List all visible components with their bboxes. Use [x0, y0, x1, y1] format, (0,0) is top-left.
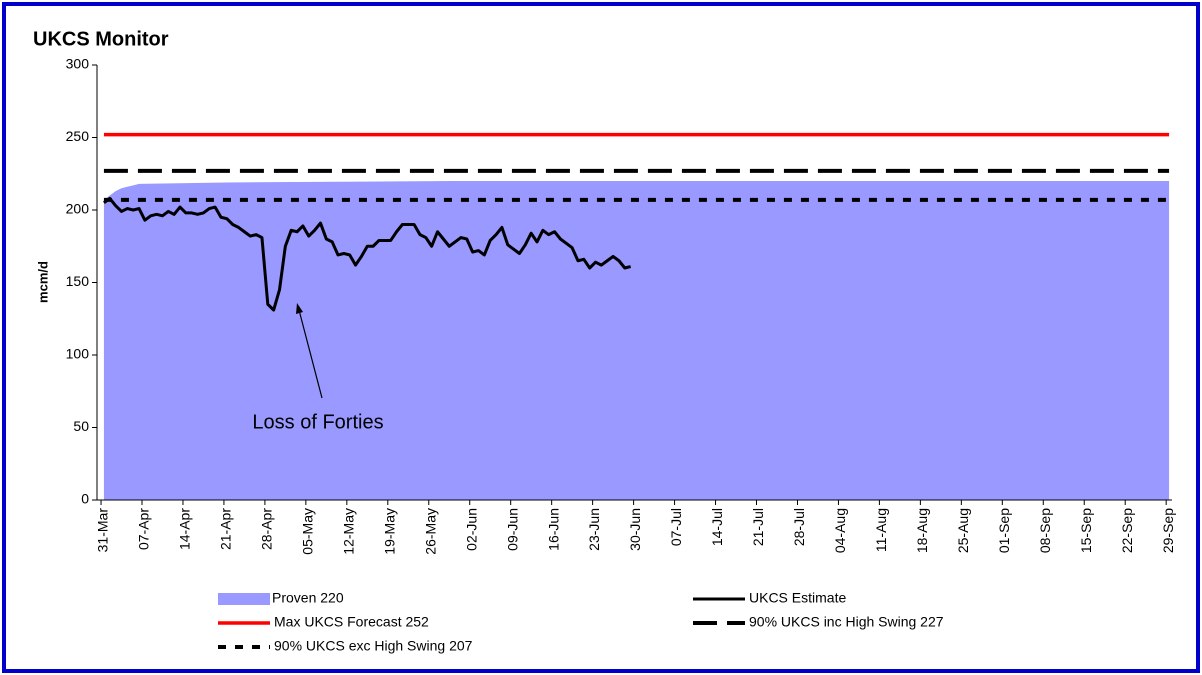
x-tick-label: 15-Sep: [1078, 508, 1094, 553]
x-tick-label: 14-Jul: [709, 508, 725, 546]
legend-label: Proven 220: [272, 590, 344, 606]
x-tick-label: 16-Jun: [545, 508, 561, 551]
x-tick-label: 30-Jun: [627, 508, 643, 551]
x-tick-label: 18-Aug: [914, 508, 930, 553]
x-tick-label: 11-Aug: [873, 508, 889, 552]
x-tick-label: 31-Mar: [95, 508, 111, 553]
y-tick-label: 0: [81, 491, 89, 507]
y-tick-label: 200: [66, 201, 90, 217]
x-tick-label: 05-May: [299, 508, 315, 555]
legend-label: 90% UKCS inc High Swing 227: [749, 614, 944, 630]
chart-title: UKCS Monitor: [33, 28, 169, 50]
x-tick-label: 25-Aug: [955, 508, 971, 553]
x-tick-label: 28-Apr: [258, 508, 274, 550]
area: [103, 181, 1170, 500]
x-tick-label: 26-May: [422, 508, 438, 555]
arrow-head: [296, 303, 303, 314]
legend-label: Max UKCS Forecast 252: [274, 614, 429, 630]
x-tick-label: 14-Apr: [177, 508, 193, 550]
x-tick-label: 22-Sep: [1119, 508, 1135, 553]
x-tick-label: 04-Aug: [832, 508, 848, 553]
x-tick-label: 01-Sep: [996, 508, 1012, 553]
y-tick-label: 250: [66, 128, 90, 144]
y-tick-label: 300: [66, 56, 90, 72]
x-tick-label: 21-Apr: [218, 508, 234, 550]
y-tick-label: 100: [66, 346, 90, 362]
legend-label: UKCS Estimate: [749, 590, 846, 606]
plot: [103, 132, 1170, 500]
y-axis-label: mcm/d: [35, 261, 50, 303]
x-tick-label: 02-Jun: [463, 508, 479, 551]
x-tick-label: 07-Jul: [668, 508, 684, 546]
x-tick-label: 12-May: [340, 508, 356, 555]
legend-label: 90% UKCS exc High Swing 207: [274, 638, 473, 654]
x-tick-label: 29-Sep: [1160, 508, 1176, 553]
y-tick-label: 50: [73, 418, 89, 434]
x-tick-label: 07-Apr: [136, 508, 152, 550]
line: [103, 196, 632, 312]
x-tick-label: 21-Jul: [750, 508, 766, 546]
x-tick-label: 08-Sep: [1037, 508, 1053, 553]
x-tick-label: 28-Jul: [791, 508, 807, 546]
x-tick-label: 23-Jun: [586, 508, 602, 551]
annotation: Loss of Forties: [252, 411, 383, 433]
x-tick-label: 09-Jun: [504, 508, 520, 551]
annotation-arrow: [298, 309, 323, 399]
x-tick-label: 19-May: [381, 508, 397, 555]
y-tick-label: 150: [66, 273, 90, 289]
legend-swatch: [218, 593, 270, 605]
